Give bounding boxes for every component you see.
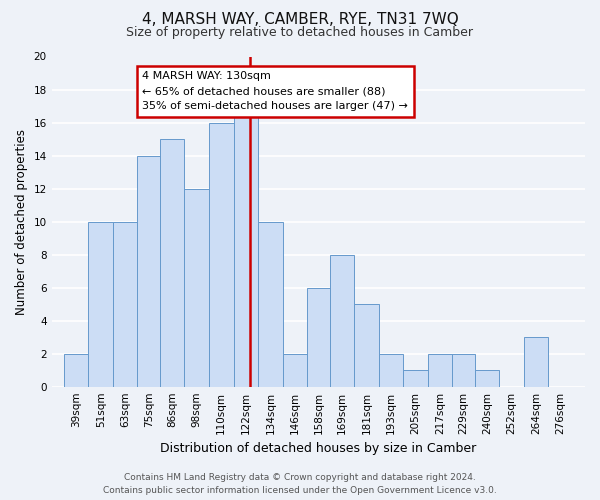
Bar bbox=[64, 354, 88, 386]
Bar bbox=[137, 156, 160, 386]
Text: Size of property relative to detached houses in Camber: Size of property relative to detached ho… bbox=[127, 26, 473, 39]
Bar bbox=[475, 370, 499, 386]
Bar bbox=[160, 139, 184, 386]
Bar bbox=[329, 254, 354, 386]
X-axis label: Distribution of detached houses by size in Camber: Distribution of detached houses by size … bbox=[160, 442, 476, 455]
Bar bbox=[258, 222, 283, 386]
Text: Contains HM Land Registry data © Crown copyright and database right 2024.
Contai: Contains HM Land Registry data © Crown c… bbox=[103, 474, 497, 495]
Bar bbox=[403, 370, 428, 386]
Bar bbox=[233, 106, 258, 386]
Text: 4, MARSH WAY, CAMBER, RYE, TN31 7WQ: 4, MARSH WAY, CAMBER, RYE, TN31 7WQ bbox=[142, 12, 458, 28]
Bar bbox=[283, 354, 307, 386]
Y-axis label: Number of detached properties: Number of detached properties bbox=[15, 128, 28, 314]
Bar bbox=[428, 354, 452, 386]
Bar bbox=[88, 222, 113, 386]
Text: 4 MARSH WAY: 130sqm
← 65% of detached houses are smaller (88)
35% of semi-detach: 4 MARSH WAY: 130sqm ← 65% of detached ho… bbox=[142, 72, 408, 111]
Bar bbox=[307, 288, 329, 386]
Bar bbox=[209, 122, 233, 386]
Bar bbox=[452, 354, 475, 386]
Bar bbox=[184, 188, 209, 386]
Bar bbox=[354, 304, 379, 386]
Bar bbox=[379, 354, 403, 386]
Bar bbox=[524, 337, 548, 386]
Bar bbox=[113, 222, 137, 386]
